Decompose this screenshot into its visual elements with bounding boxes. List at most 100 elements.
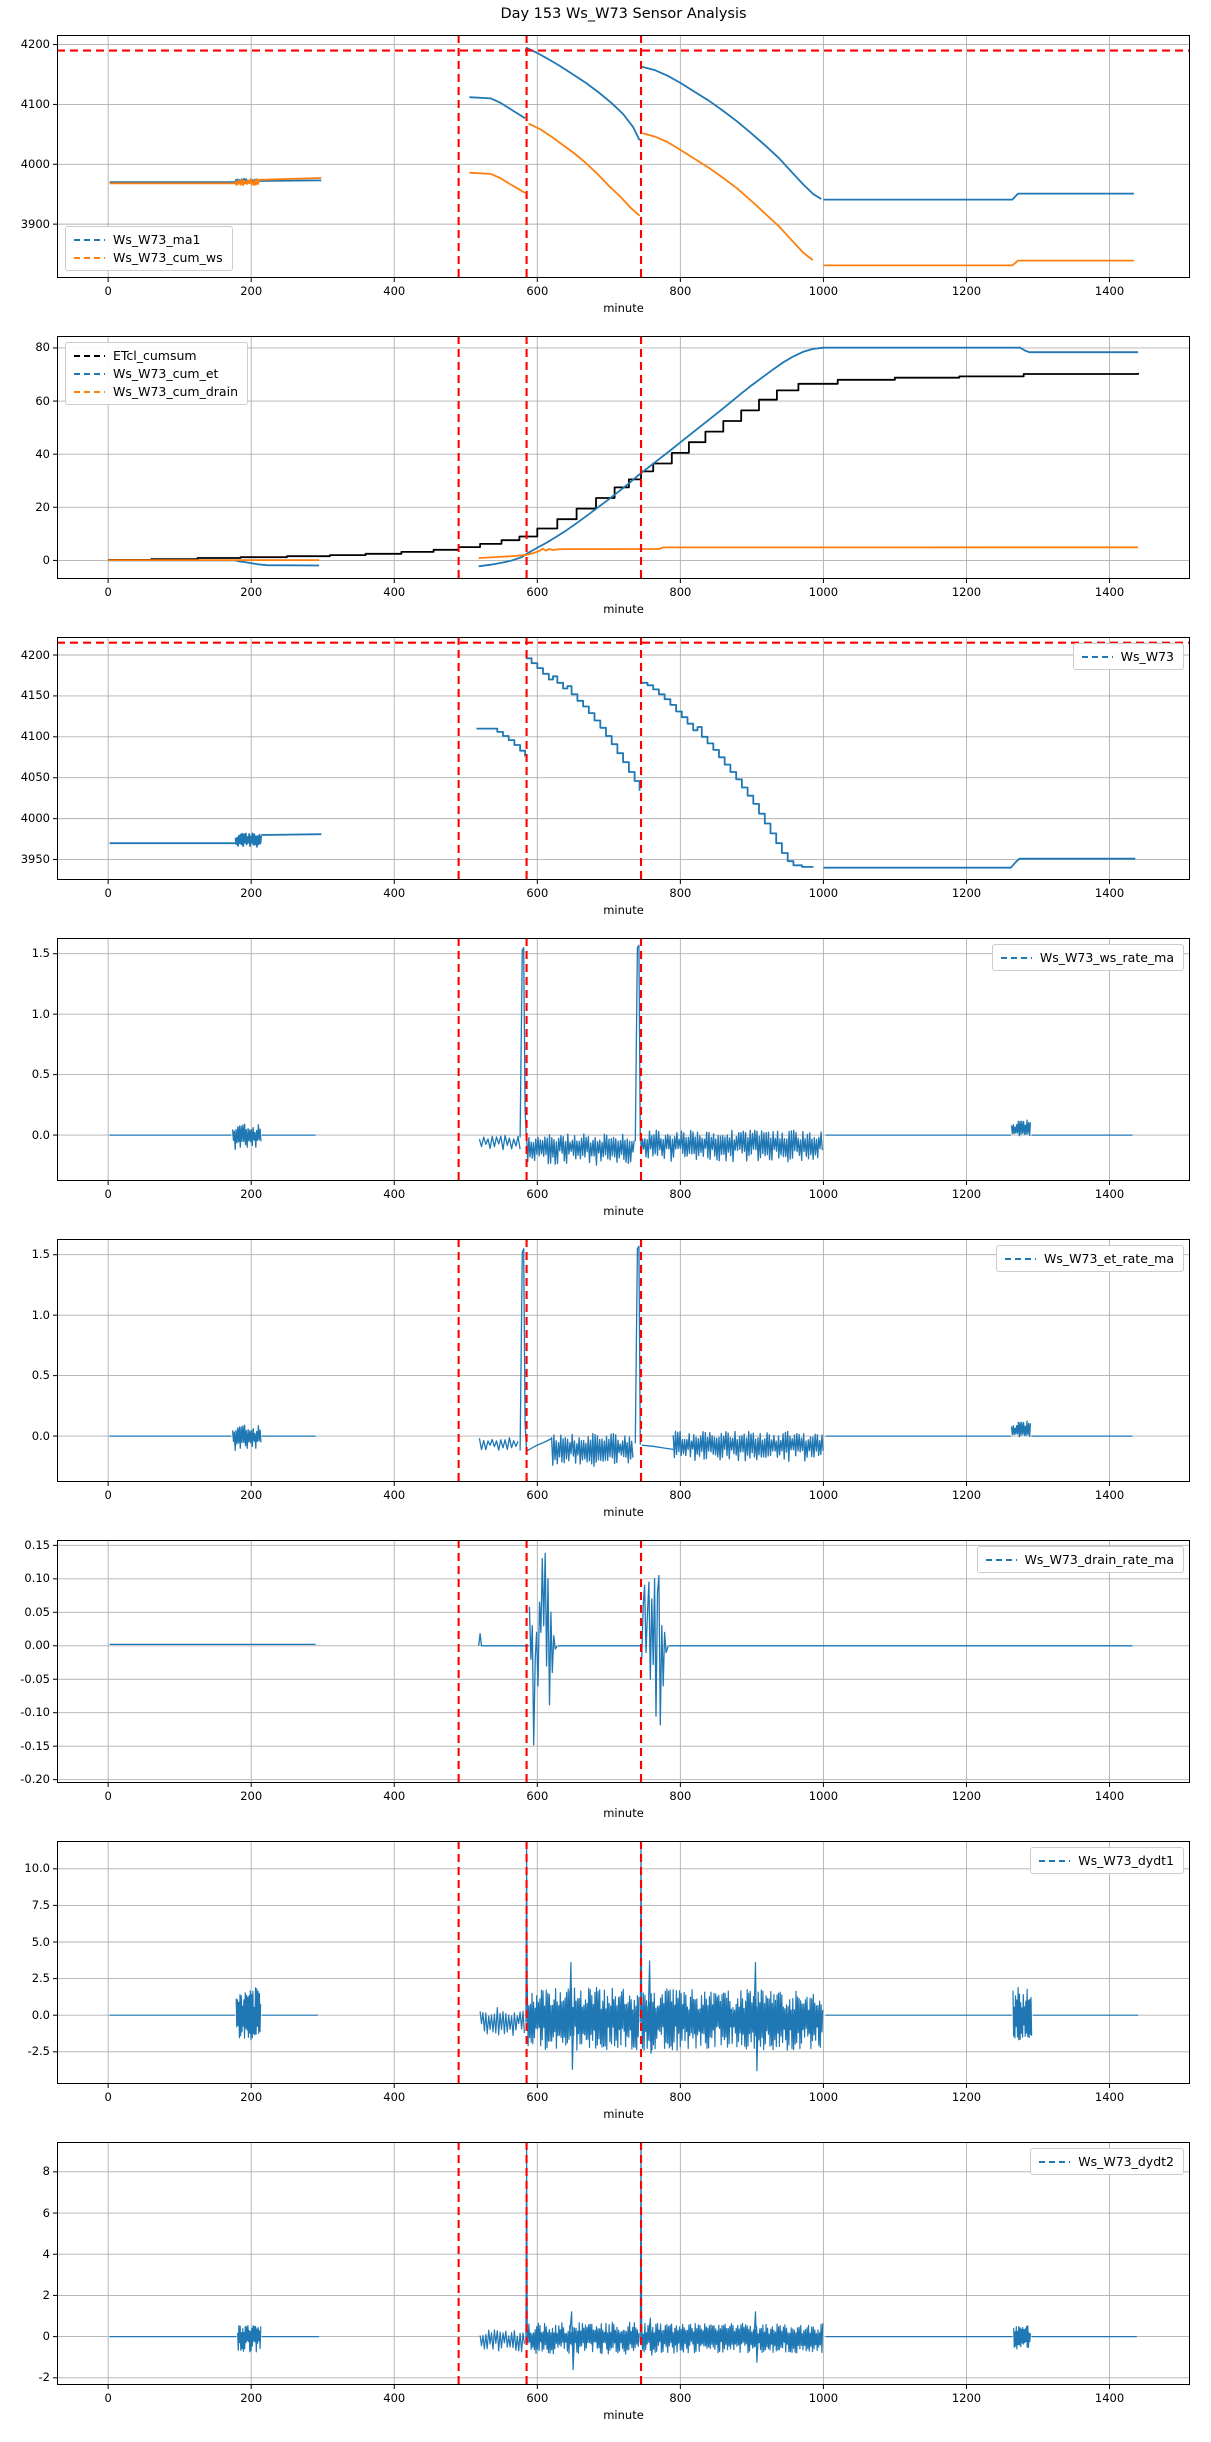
series-line-Ws_W73_drain_rate_ma — [528, 1552, 558, 1746]
y-axis-tick-label: 60 — [35, 393, 50, 408]
x-axis-tick-label: 600 — [526, 585, 549, 599]
x-axis-tick-label: 1200 — [951, 284, 982, 298]
x-axis-tick-label: 200 — [240, 585, 263, 599]
x-axis-label: minute — [603, 1505, 644, 1519]
y-axis-tick-label: 20 — [35, 499, 50, 514]
x-axis-tick-label: 1200 — [951, 886, 982, 900]
x-axis-tick-label: 1400 — [1094, 1187, 1125, 1201]
x-axis-label: minute — [603, 2107, 644, 2121]
series-line-Ws_W73_et_rate_ma — [1010, 1420, 1032, 1438]
series-line-Ws_W73 — [525, 657, 641, 791]
x-axis-tick-label: 1200 — [951, 1488, 982, 1502]
series-line-Ws_W73 — [234, 832, 263, 848]
series-line-Ws_W73_ws_rate_ma — [634, 944, 641, 1142]
x-axis-tick-label: 200 — [240, 1187, 263, 1201]
chart-panel-1: Ws_W73_ma1 Ws_W73_cum_ws 3900 4000 4100 4200 0… — [0, 35, 1211, 335]
legend-6: Ws_W73_drain_rate_ma — [976, 1546, 1184, 1573]
x-axis-label: minute — [603, 1204, 644, 1218]
y-axis-tick-label: 8 — [42, 2164, 50, 2179]
series-line-Ws_W73 — [823, 857, 1136, 869]
series-line-Ws_W73_dydt2 — [526, 2321, 640, 2355]
legend-item-Ws_W73_cum_ws: Ws_W73_cum_ws — [74, 250, 223, 265]
series-line-Ws_W73_et_rate_ma — [519, 1248, 528, 1451]
legend-item-Ws_W73_et_rate_ma: Ws_W73_et_rate_ma — [1005, 1251, 1174, 1266]
x-axis-tick-label: 1200 — [951, 2391, 982, 2405]
legend-line-swatch — [1039, 2160, 1071, 2163]
y-axis-tick-label: 4100 — [20, 729, 50, 744]
x-axis-tick-label: 200 — [240, 1488, 263, 1502]
series-line-Ws_W73_dydt1 — [526, 1987, 640, 2051]
y-axis-tick-label: 4 — [42, 2246, 50, 2261]
y-axis-tick-label: 5.0 — [31, 1934, 50, 1949]
series-line-Ws_W73_cum_ws — [528, 122, 641, 217]
y-axis-tick-label: 0.5 — [31, 1368, 50, 1383]
series-line-Ws_W73_cum_drain — [478, 546, 1139, 559]
legend-2: ETcl_cumsum Ws_W73_cum_et Ws_W73_cum_drain — [65, 342, 248, 405]
y-axis-tick-label: 3900 — [20, 216, 50, 231]
series-line-Ws_W73_ws_rate_ma — [1010, 1119, 1032, 1137]
series-line-Ws_W73_et_rate_ma — [478, 1437, 519, 1451]
y-axis-tick-label: 0.0 — [31, 2007, 50, 2022]
y-axis-tick-label: 80 — [35, 340, 50, 355]
legend-label: Ws_W73_ws_rate_ma — [1039, 950, 1174, 965]
legend-line-swatch — [1000, 956, 1032, 959]
x-axis-tick-label: 400 — [383, 1789, 406, 1803]
legend-label: Ws_W73_drain_rate_ma — [1024, 1552, 1175, 1567]
chart-canvas-8 — [53, 2142, 1190, 2389]
y-axis-tick-label: 0.10 — [24, 1571, 50, 1586]
y-axis-tick-label: -0.05 — [20, 1671, 50, 1686]
legend-item-Ws_W73_ma1: Ws_W73_ma1 — [74, 232, 223, 247]
series-line-Ws_W73_ma1 — [469, 96, 526, 119]
x-axis-tick-label: 1000 — [808, 1187, 839, 1201]
y-axis-tick-label: 40 — [35, 446, 50, 461]
x-axis-tick-label: 1400 — [1094, 1789, 1125, 1803]
legend-item-Ws_W73_dydt1: Ws_W73_dydt1 — [1039, 1853, 1174, 1868]
x-axis-tick-label: 600 — [526, 284, 549, 298]
series-line-Ws_W73_drain_rate_ma — [641, 1574, 669, 1726]
x-axis-tick-label: 400 — [383, 886, 406, 900]
x-axis-tick-label: 600 — [526, 1187, 549, 1201]
legend-5: Ws_W73_et_rate_ma — [996, 1245, 1184, 1272]
x-axis-tick-label: 600 — [526, 1789, 549, 1803]
y-axis-tick-label: 1.5 — [31, 946, 50, 961]
x-axis-tick-label: 1400 — [1094, 2391, 1125, 2405]
y-axis-tick-label: 4200 — [20, 37, 50, 52]
y-axis-tick-label: 1.5 — [31, 1247, 50, 1262]
x-axis-label: minute — [603, 2408, 644, 2422]
plot-area-5: Ws_W73_et_rate_ma — [53, 1239, 1190, 1486]
x-axis-tick-label: 1400 — [1094, 886, 1125, 900]
x-axis-label: minute — [603, 903, 644, 917]
legend-label: Ws_W73_et_rate_ma — [1044, 1251, 1174, 1266]
series-line-Ws_W73_et_rate_ma — [550, 1432, 634, 1467]
y-axis-tick-label: 0.5 — [31, 1067, 50, 1082]
y-axis-tick-label: 4100 — [20, 96, 50, 111]
plot-area-3: Ws_W73 — [53, 637, 1190, 884]
x-axis-tick-label: 1200 — [951, 1789, 982, 1803]
legend-item-Ws_W73_ws_rate_ma: Ws_W73_ws_rate_ma — [1000, 950, 1174, 965]
chart-canvas-5 — [53, 1239, 1190, 1486]
series-line-Ws_W73_ma1 — [259, 179, 322, 182]
x-axis-tick-label: 800 — [669, 1789, 692, 1803]
y-axis-tick-label: 0.15 — [24, 1537, 50, 1552]
x-axis-label: minute — [603, 602, 644, 616]
y-axis-tick-label: 0 — [42, 552, 50, 567]
chart-canvas-4 — [53, 938, 1190, 1185]
series-line-Ws_W73_dydt2 — [237, 2325, 262, 2353]
y-axis-tick-label: 0.00 — [24, 1638, 50, 1653]
legend-7: Ws_W73_dydt1 — [1030, 1847, 1184, 1874]
legend-label: Ws_W73_dydt2 — [1078, 2154, 1174, 2169]
legend-item-Ws_W73_cum_drain: Ws_W73_cum_drain — [74, 384, 238, 399]
plot-area-8: Ws_W73_dydt2 — [53, 2142, 1190, 2389]
y-axis-tick-label: 7.5 — [31, 1897, 50, 1912]
series-line-Ws_W73_dydt1 — [568, 1961, 575, 2070]
y-axis-tick-label: -0.15 — [20, 1738, 50, 1753]
legend-8: Ws_W73_dydt2 — [1030, 2148, 1184, 2175]
x-axis-tick-label: 800 — [669, 2391, 692, 2405]
x-axis-tick-label: 600 — [526, 2391, 549, 2405]
legend-label: Ws_W73_cum_ws — [113, 250, 223, 265]
y-axis-tick-label: 6 — [42, 2205, 50, 2220]
chart-canvas-1 — [53, 35, 1190, 282]
x-axis-tick-label: 1400 — [1094, 585, 1125, 599]
legend-3: Ws_W73 — [1072, 643, 1184, 670]
series-line-Ws_W73_dydt2 — [479, 2329, 525, 2353]
